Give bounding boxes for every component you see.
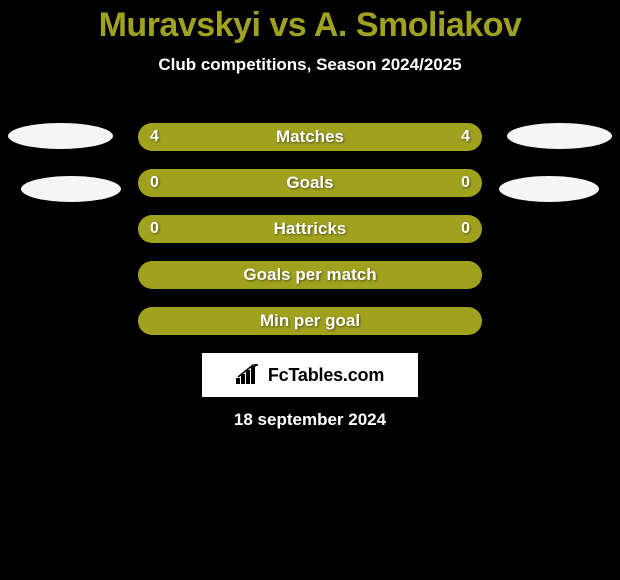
bar-row: Goals00 [138,169,482,197]
bar-segment-full [138,215,482,243]
bar-segment-full [138,261,482,289]
bar-row: Goals per match [138,261,482,289]
bar-segment-full [138,307,482,335]
bar-row: Min per goal [138,307,482,335]
bar-chart-icon [236,364,262,386]
bar-row: Hattricks00 [138,215,482,243]
player-photo-left-2 [21,176,121,202]
page-title: Muravskyi vs A. Smoliakov [0,0,620,45]
bar-segment-full [138,169,482,197]
player-photo-right-1 [507,123,612,149]
date-text: 18 september 2024 [0,410,620,430]
player-photo-left-1 [8,123,113,149]
subtitle: Club competitions, Season 2024/2025 [0,55,620,75]
player-photo-right-2 [499,176,599,202]
bar-segment-right [310,123,482,151]
bar-segment-left [138,123,310,151]
comparison-bars: Matches44 Goals00 Hattricks00 Goals per mat… [138,123,482,353]
logo-box: FcTables.com [202,353,418,397]
bar-row: Matches44 [138,123,482,151]
logo-text: FcTables.com [268,365,384,386]
